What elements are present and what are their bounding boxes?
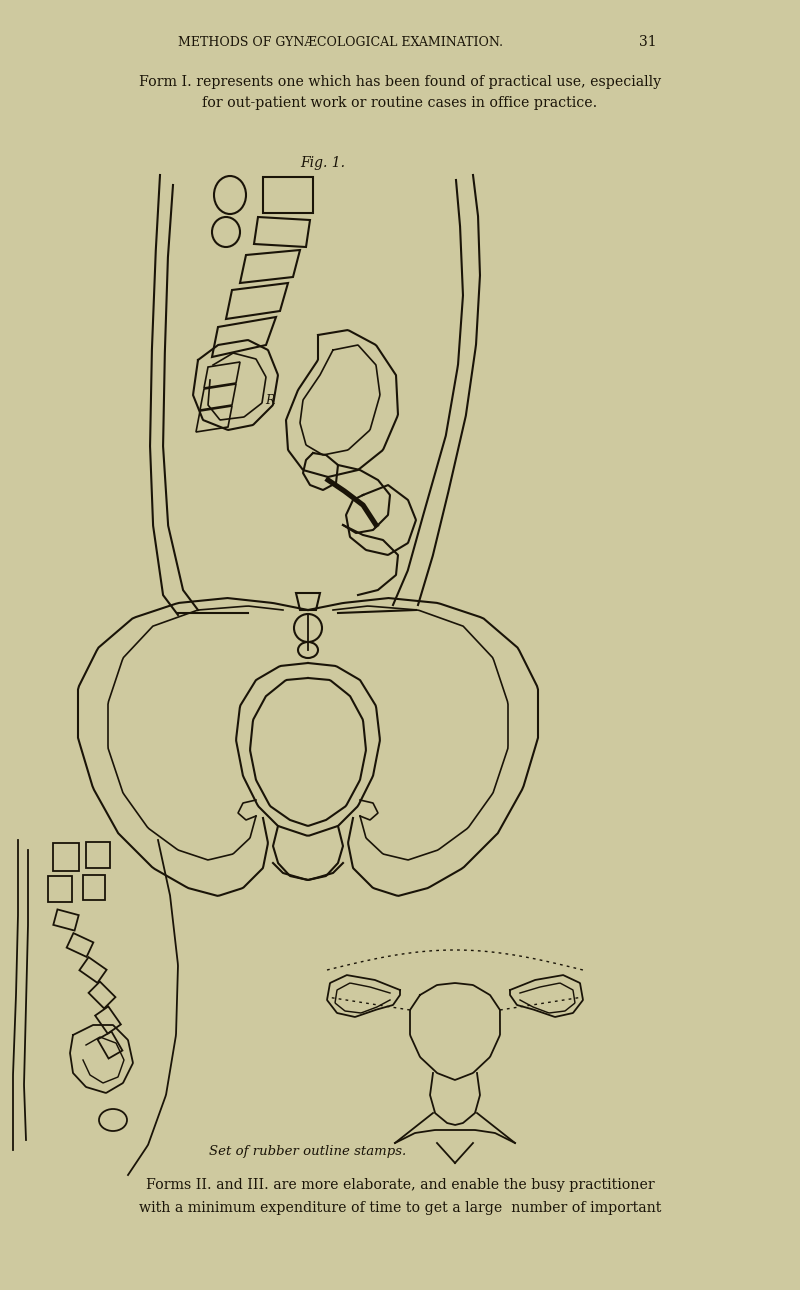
- Bar: [83, 875, 105, 899]
- Text: with a minimum expenditure of time to get a large  number of important: with a minimum expenditure of time to ge…: [139, 1201, 661, 1215]
- Text: METHODS OF GYNÆCOLOGICAL EXAMINATION.: METHODS OF GYNÆCOLOGICAL EXAMINATION.: [178, 36, 502, 49]
- Bar: [86, 842, 110, 868]
- Text: R: R: [266, 393, 274, 406]
- Text: Set of rubber outline stamps.: Set of rubber outline stamps.: [210, 1146, 406, 1158]
- Text: Forms II. and III. are more elaborate, and enable the busy practitioner: Forms II. and III. are more elaborate, a…: [146, 1178, 654, 1192]
- Bar: [53, 842, 79, 871]
- Text: 31: 31: [639, 35, 657, 49]
- Text: for out-patient work or routine cases in office practice.: for out-patient work or routine cases in…: [202, 95, 598, 110]
- Text: Form I. represents one which has been found of practical use, especially: Form I. represents one which has been fo…: [139, 75, 661, 89]
- Bar: [48, 876, 72, 902]
- Text: Fig. 1.: Fig. 1.: [301, 156, 346, 170]
